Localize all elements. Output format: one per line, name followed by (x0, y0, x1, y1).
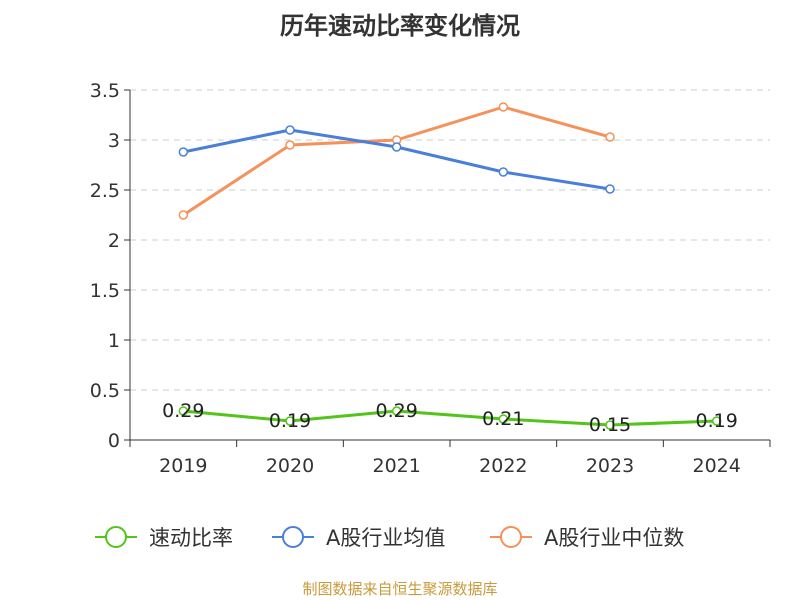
x-tick-label: 2020 (266, 455, 314, 477)
y-tick-label: 1.5 (90, 280, 120, 302)
data-point (178, 210, 189, 220)
data-label: 0.15 (589, 414, 631, 436)
x-tick-label: 2019 (159, 455, 207, 477)
grid-lines (130, 89, 770, 391)
y-tick-label: 2 (108, 230, 120, 252)
x-tick-label: 2023 (586, 455, 634, 477)
legend-marker (500, 526, 522, 548)
legend-marker (282, 526, 304, 548)
data-point (498, 414, 509, 424)
y-tick-label: 2.5 (90, 180, 120, 202)
data-label: 0.29 (376, 400, 418, 422)
data-point (178, 406, 189, 416)
legend-label: A股行业均值 (326, 526, 445, 550)
data-point (285, 125, 295, 135)
y-tick-label: 1 (108, 330, 120, 352)
series (178, 102, 722, 430)
y-tick-label: 3 (108, 130, 120, 152)
data-label: 0.19 (269, 410, 311, 432)
x-tick-label: 2022 (479, 455, 527, 477)
legend[interactable]: 速动比率 A股行业均值 A股行业中位数 (95, 526, 684, 550)
series-line (183, 409, 717, 427)
data-point (498, 167, 509, 177)
axes: 0 0.5 1 1.5 2 2.5 3 3.5 2019 2020 2021 2022 2023 2024 (90, 80, 771, 477)
data-source-note: 制图数据来自恒生聚源数据库 (302, 580, 498, 598)
data-point (498, 102, 509, 112)
y-tick-label: 0 (108, 430, 120, 452)
x-tick-label: 2021 (372, 455, 420, 477)
data-point (178, 147, 189, 157)
y-tick-label: 3.5 (90, 80, 120, 102)
legend-label: 速动比率 (149, 526, 233, 550)
legend-label: A股行业中位数 (544, 526, 684, 550)
legend-marker (105, 526, 127, 548)
chart-title: 历年速动比率变化情况 (280, 12, 520, 40)
data-label: 0.21 (482, 408, 524, 430)
data-label: 0.19 (696, 410, 738, 432)
data-point (391, 406, 402, 416)
x-tick-label: 2024 (692, 455, 740, 477)
data-point (285, 416, 295, 426)
data-point (605, 420, 615, 430)
data-point (285, 140, 295, 150)
data-label: 0.29 (162, 400, 204, 422)
data-labels: 0.29 0.19 0.29 0.21 0.15 0.19 (162, 400, 738, 436)
y-tick-label: 0.5 (90, 380, 120, 402)
series-line (182, 105, 611, 217)
data-point (605, 132, 615, 142)
data-point (605, 184, 615, 194)
data-point (711, 416, 722, 426)
data-point (391, 142, 402, 152)
